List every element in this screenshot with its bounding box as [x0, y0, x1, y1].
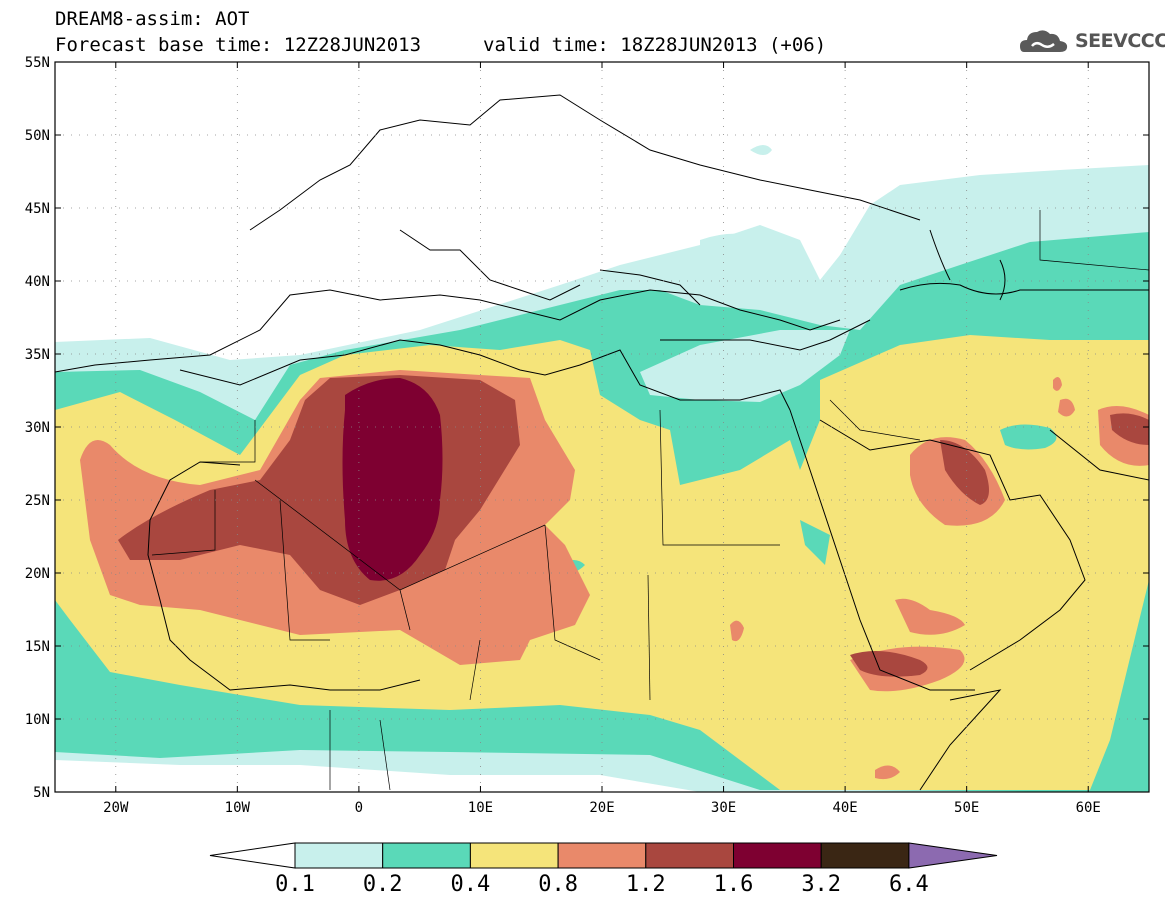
- map-title: DREAM8-assim: AOT: [55, 8, 250, 30]
- borders: [151, 210, 1149, 791]
- y-tick-label: 40N: [25, 274, 50, 290]
- y-tick-label: 10N: [25, 712, 50, 728]
- x-tick-label: 50E: [954, 800, 979, 816]
- colorbar-segment: [645, 842, 734, 869]
- colorbar-label: 1.6: [714, 872, 754, 897]
- logo-text: SEEVCCC: [1075, 30, 1165, 52]
- y-tick-label: 45N: [25, 201, 50, 217]
- grid: [55, 62, 1149, 792]
- colorbar-segment: [733, 842, 822, 869]
- colorbar-label: 0.1: [275, 872, 315, 897]
- colorbar-labels: 0.1 0.2 0.4 0.8 1.2 1.6 3.2 6.4: [275, 872, 929, 897]
- y-tick-label: 55N: [25, 55, 50, 71]
- colorbar-segment: [820, 842, 910, 869]
- x-tick-label: 30E: [711, 800, 736, 816]
- x-axis-labels: 20W 10W 0 10E 20E 30E 40E 50E 60E: [103, 800, 1101, 816]
- colorbar-label: 1.2: [626, 872, 666, 897]
- cloud-icon: [1020, 30, 1068, 52]
- colorbar-segment: [294, 842, 384, 869]
- y-tick-label: 25N: [25, 493, 50, 509]
- coastlines: [55, 94, 1149, 791]
- colorbar-segment: [557, 842, 647, 869]
- colorbar-label: 3.2: [801, 872, 841, 897]
- y-axis-labels: 55N 50N 45N 40N 35N 30N 25N 20N 15N 10N 5N: [25, 55, 50, 801]
- colorbar-segment: [382, 842, 471, 869]
- y-tick-label: 20N: [25, 566, 50, 582]
- x-tick-label: 10W: [225, 800, 251, 816]
- colorbar-label: 0.4: [451, 872, 491, 897]
- x-tick-label: 60E: [1076, 800, 1101, 816]
- colorbar-label: 0.8: [538, 872, 578, 897]
- colorbar-label: 0.2: [363, 872, 403, 897]
- colorbar-over-triangle: [908, 842, 998, 869]
- colorbar-segment: [469, 842, 559, 869]
- colorbar-label: 6.4: [889, 872, 929, 897]
- y-tick-label: 50N: [25, 128, 50, 144]
- valid-time: valid time: 18Z28JUN2013 (+06): [483, 34, 827, 56]
- tick-marks: [55, 61, 1149, 793]
- y-tick-label: 5N: [33, 785, 50, 801]
- x-tick-label: 20W: [103, 800, 129, 816]
- x-tick-label: 40E: [832, 800, 857, 816]
- y-tick-label: 15N: [25, 639, 50, 655]
- colorbar: [209, 842, 998, 869]
- aot-band-1.6: [342, 378, 443, 581]
- y-tick-label: 35N: [25, 347, 50, 363]
- x-tick-label: 10E: [468, 800, 493, 816]
- x-tick-label: 20E: [589, 800, 614, 816]
- x-tick-label: 0: [355, 800, 363, 816]
- forecast-base-time: Forecast base time: 12Z28JUN2013: [55, 34, 422, 56]
- y-tick-label: 30N: [25, 420, 50, 436]
- colorbar-under-triangle: [209, 842, 296, 869]
